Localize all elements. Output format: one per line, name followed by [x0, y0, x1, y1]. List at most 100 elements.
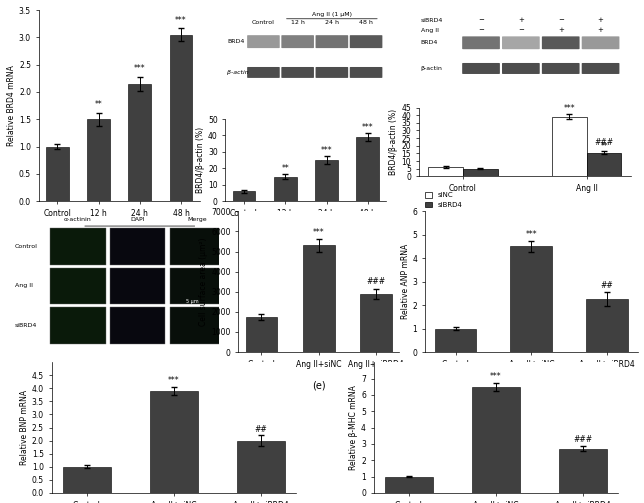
- Text: siBRD4: siBRD4: [15, 323, 37, 328]
- Text: **: **: [281, 164, 289, 173]
- FancyBboxPatch shape: [316, 67, 348, 78]
- FancyBboxPatch shape: [350, 67, 383, 78]
- Bar: [356, 137, 379, 201]
- Text: ***: ***: [564, 104, 575, 113]
- Bar: [109, 268, 166, 304]
- Text: +: +: [598, 27, 603, 33]
- Bar: [587, 152, 621, 177]
- Bar: [62, 467, 111, 493]
- Bar: [50, 228, 106, 265]
- Text: ***: ***: [134, 64, 146, 73]
- FancyBboxPatch shape: [316, 35, 348, 48]
- Text: −: −: [518, 27, 524, 33]
- Text: **: **: [95, 101, 102, 110]
- Bar: [552, 117, 587, 177]
- FancyBboxPatch shape: [281, 67, 314, 78]
- FancyBboxPatch shape: [582, 63, 620, 74]
- Bar: [46, 146, 69, 201]
- Text: 24 h: 24 h: [325, 20, 339, 25]
- Text: siBRD4: siBRD4: [421, 18, 443, 23]
- Bar: [50, 307, 106, 344]
- FancyBboxPatch shape: [502, 36, 540, 49]
- Bar: [109, 307, 166, 344]
- Bar: [169, 228, 225, 265]
- Text: Control: Control: [15, 244, 38, 249]
- Text: ##: ##: [601, 281, 614, 290]
- Bar: [428, 167, 463, 177]
- Text: ***: ***: [490, 372, 502, 381]
- FancyBboxPatch shape: [462, 36, 500, 49]
- Bar: [232, 191, 256, 201]
- Text: **: **: [600, 142, 608, 151]
- Text: +: +: [598, 17, 603, 23]
- Text: Ang II: Ang II: [15, 283, 33, 288]
- Text: (b): (b): [299, 232, 313, 242]
- Text: Ang II (1 μM): Ang II (1 μM): [115, 237, 164, 246]
- Text: +: +: [518, 17, 524, 23]
- Bar: [303, 245, 335, 352]
- Legend: siNC, siBRD4: siNC, siBRD4: [422, 189, 465, 211]
- Bar: [169, 268, 225, 304]
- Bar: [169, 35, 193, 201]
- Text: +: +: [558, 27, 564, 33]
- FancyBboxPatch shape: [542, 36, 580, 49]
- Bar: [245, 317, 277, 352]
- Text: Merge: Merge: [187, 217, 207, 222]
- Y-axis label: Relative ANP mRNA: Relative ANP mRNA: [401, 244, 410, 319]
- Text: ###: ###: [594, 138, 614, 147]
- Text: ***: ***: [175, 16, 187, 25]
- Y-axis label: BRD4/β-actin (%): BRD4/β-actin (%): [390, 109, 399, 175]
- Text: (e): (e): [312, 380, 326, 390]
- Text: (a): (a): [112, 255, 126, 265]
- Text: ###: ###: [366, 277, 386, 286]
- FancyBboxPatch shape: [350, 35, 383, 48]
- Text: Ang II: Ang II: [421, 28, 439, 33]
- Bar: [384, 477, 433, 493]
- FancyBboxPatch shape: [247, 67, 279, 78]
- Bar: [463, 169, 498, 177]
- Bar: [559, 449, 607, 493]
- Y-axis label: BRD4/β-actin (%): BRD4/β-actin (%): [196, 127, 205, 193]
- Text: BRD4: BRD4: [421, 40, 438, 45]
- Y-axis label: Cell surface area (μm²): Cell surface area (μm²): [200, 237, 209, 326]
- FancyBboxPatch shape: [502, 63, 540, 74]
- Text: Control: Control: [252, 20, 275, 25]
- Bar: [435, 328, 477, 352]
- Bar: [128, 84, 151, 201]
- FancyBboxPatch shape: [462, 63, 500, 74]
- Text: ***: ***: [362, 123, 374, 132]
- Text: 12 h: 12 h: [290, 20, 305, 25]
- Text: β-actin: β-actin: [227, 70, 249, 75]
- Bar: [511, 246, 552, 352]
- Text: α-actinin: α-actinin: [64, 217, 91, 222]
- Text: −: −: [558, 17, 564, 23]
- Bar: [150, 391, 198, 493]
- Bar: [109, 228, 166, 265]
- Y-axis label: Relative BNP mRNA: Relative BNP mRNA: [20, 390, 29, 465]
- Bar: [87, 119, 110, 201]
- Bar: [472, 387, 520, 493]
- FancyBboxPatch shape: [582, 36, 620, 49]
- Bar: [237, 441, 285, 493]
- Text: β-actin: β-actin: [421, 66, 442, 71]
- FancyBboxPatch shape: [281, 35, 314, 48]
- Text: (d): (d): [109, 363, 123, 373]
- Y-axis label: Relative BRD4 mRNA: Relative BRD4 mRNA: [7, 65, 16, 146]
- FancyBboxPatch shape: [542, 63, 580, 74]
- Text: −: −: [478, 17, 484, 23]
- Text: −: −: [478, 27, 484, 33]
- Text: (c): (c): [518, 228, 531, 238]
- Text: ***: ***: [313, 228, 325, 237]
- FancyBboxPatch shape: [247, 35, 279, 48]
- Y-axis label: Relative β-MHC mRNA: Relative β-MHC mRNA: [349, 385, 358, 470]
- Text: Ang II (1 μM): Ang II (1 μM): [302, 222, 351, 231]
- Bar: [274, 177, 297, 201]
- Text: Ang II (1 μM): Ang II (1 μM): [312, 12, 352, 17]
- Text: ***: ***: [321, 146, 332, 155]
- Text: 48 h: 48 h: [359, 20, 373, 25]
- Bar: [315, 160, 338, 201]
- Text: (f): (f): [526, 380, 537, 390]
- Bar: [50, 268, 106, 304]
- Text: ###: ###: [574, 436, 592, 444]
- Bar: [169, 307, 225, 344]
